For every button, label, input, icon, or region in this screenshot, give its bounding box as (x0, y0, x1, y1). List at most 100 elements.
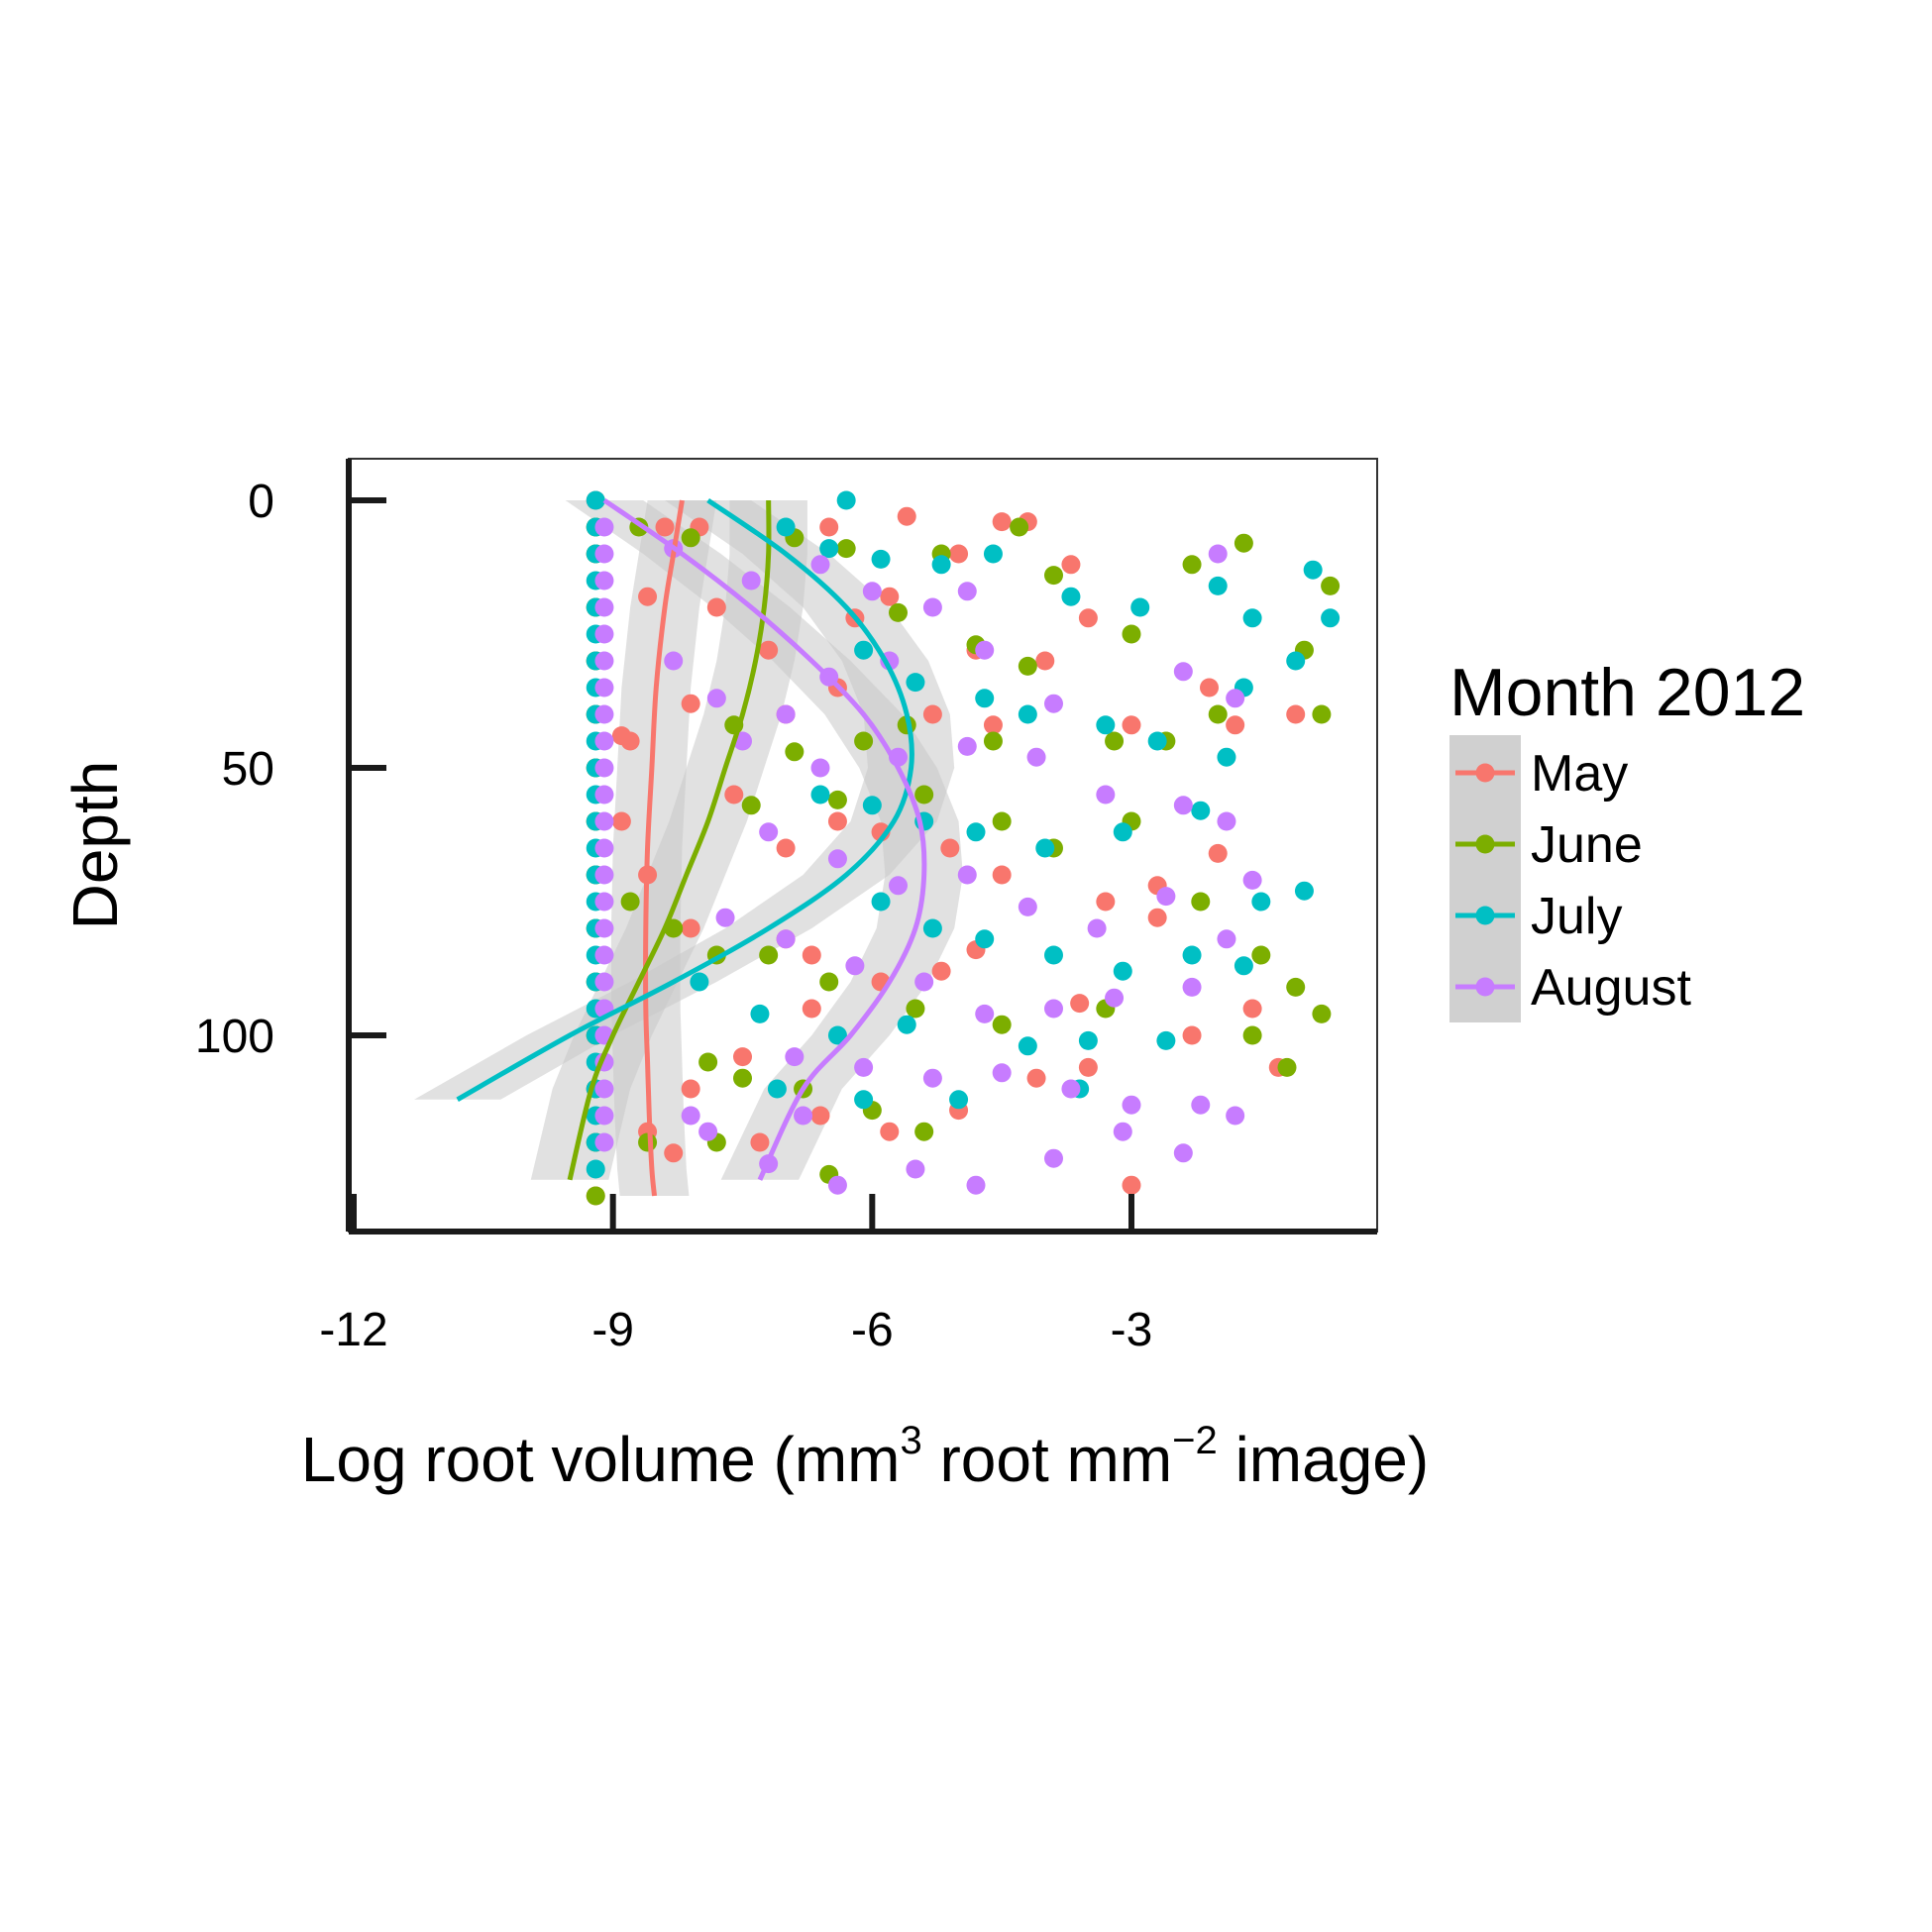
point-june (1191, 892, 1211, 912)
point-august (594, 624, 614, 644)
point-july (906, 673, 925, 693)
fit-line-august (602, 497, 927, 1181)
point-august (594, 785, 614, 805)
legend: Month 2012 May June July August (1449, 655, 1805, 1022)
point-june (733, 1068, 752, 1088)
point-may (810, 1106, 830, 1126)
point-august (922, 1068, 942, 1088)
point-may (655, 517, 675, 537)
point-june (759, 945, 779, 965)
point-may (611, 726, 631, 746)
point-may (827, 811, 847, 831)
point-july (1147, 731, 1167, 751)
point-may (931, 961, 951, 981)
point-august (1226, 689, 1245, 708)
x-axis-title: Log root volume (mm3 root mm−2 image) (301, 1419, 1429, 1495)
point-july (1217, 747, 1236, 767)
point-may (880, 1122, 900, 1141)
point-july (810, 785, 830, 805)
point-june (620, 892, 640, 912)
point-august (1061, 1079, 1081, 1099)
point-june (914, 1122, 934, 1141)
point-may (1061, 555, 1081, 575)
point-august (975, 1004, 995, 1023)
point-june (992, 1015, 1012, 1034)
x-axis-title-part-c: image) (1218, 1424, 1429, 1495)
point-june (1018, 656, 1037, 676)
point-august (594, 838, 614, 858)
point-july (854, 1090, 874, 1110)
point-august (706, 689, 726, 708)
point-june (1286, 977, 1306, 997)
point-july (819, 539, 839, 559)
point-june (741, 796, 761, 815)
point-may (776, 838, 796, 858)
x-tick-label: -6 (851, 1304, 894, 1356)
point-august (594, 1106, 614, 1126)
point-june (1312, 704, 1332, 724)
point-august (741, 571, 761, 590)
point-august (966, 1175, 986, 1195)
legend-label-june: June (1531, 816, 1643, 874)
point-august (1208, 544, 1228, 564)
point-august (957, 865, 977, 885)
plot-panel (348, 458, 1378, 1233)
point-august (594, 892, 614, 912)
point-may (819, 517, 839, 537)
data-points (586, 490, 1341, 1206)
point-july (1035, 838, 1055, 858)
point-july (586, 1159, 605, 1179)
point-may (1122, 715, 1141, 735)
point-august (1226, 1106, 1245, 1126)
point-july (1191, 801, 1211, 820)
point-august (845, 956, 865, 976)
point-may (759, 640, 779, 660)
point-july (1303, 560, 1323, 580)
point-july (862, 796, 882, 815)
point-august (785, 1047, 805, 1067)
legend-title: Month 2012 (1449, 655, 1805, 730)
point-june (854, 731, 874, 751)
point-july (767, 1079, 787, 1099)
point-august (862, 582, 882, 601)
point-june (1251, 945, 1271, 965)
point-june (586, 1186, 605, 1206)
point-may (1182, 1025, 1202, 1045)
ribbon-august (565, 500, 963, 1180)
point-july (690, 972, 709, 992)
legend-key-point (1475, 763, 1495, 783)
x-axis-title-part-a: Log root volume (mm (301, 1424, 901, 1495)
point-august (594, 704, 614, 724)
legend-label-july: July (1531, 888, 1622, 945)
fit-lines (456, 497, 927, 1197)
point-june (914, 785, 934, 805)
x-axis: -12 -9 -6 -3 (319, 1194, 1377, 1356)
point-may (949, 544, 969, 564)
point-june (819, 972, 839, 992)
point-july (1113, 961, 1132, 981)
point-august (759, 822, 779, 842)
x-axis-title-sup2: −2 (1172, 1419, 1218, 1462)
point-may (706, 597, 726, 617)
point-august (794, 1106, 813, 1126)
point-may (750, 1132, 770, 1152)
point-august (594, 731, 614, 751)
point-july (871, 549, 891, 569)
point-june (681, 528, 700, 548)
point-june (983, 731, 1003, 751)
point-july (1208, 576, 1228, 595)
point-august (957, 582, 977, 601)
point-july (1242, 608, 1262, 628)
point-may (1208, 843, 1228, 863)
point-august (594, 651, 614, 671)
legend-label-august: August (1531, 959, 1691, 1017)
point-july (1321, 608, 1341, 628)
point-august (827, 849, 847, 869)
point-may (897, 506, 916, 526)
point-august (1173, 662, 1193, 682)
point-may (724, 785, 744, 805)
point-august (922, 597, 942, 617)
point-june (638, 1132, 658, 1152)
point-may (1122, 1175, 1141, 1195)
point-july (1130, 597, 1150, 617)
